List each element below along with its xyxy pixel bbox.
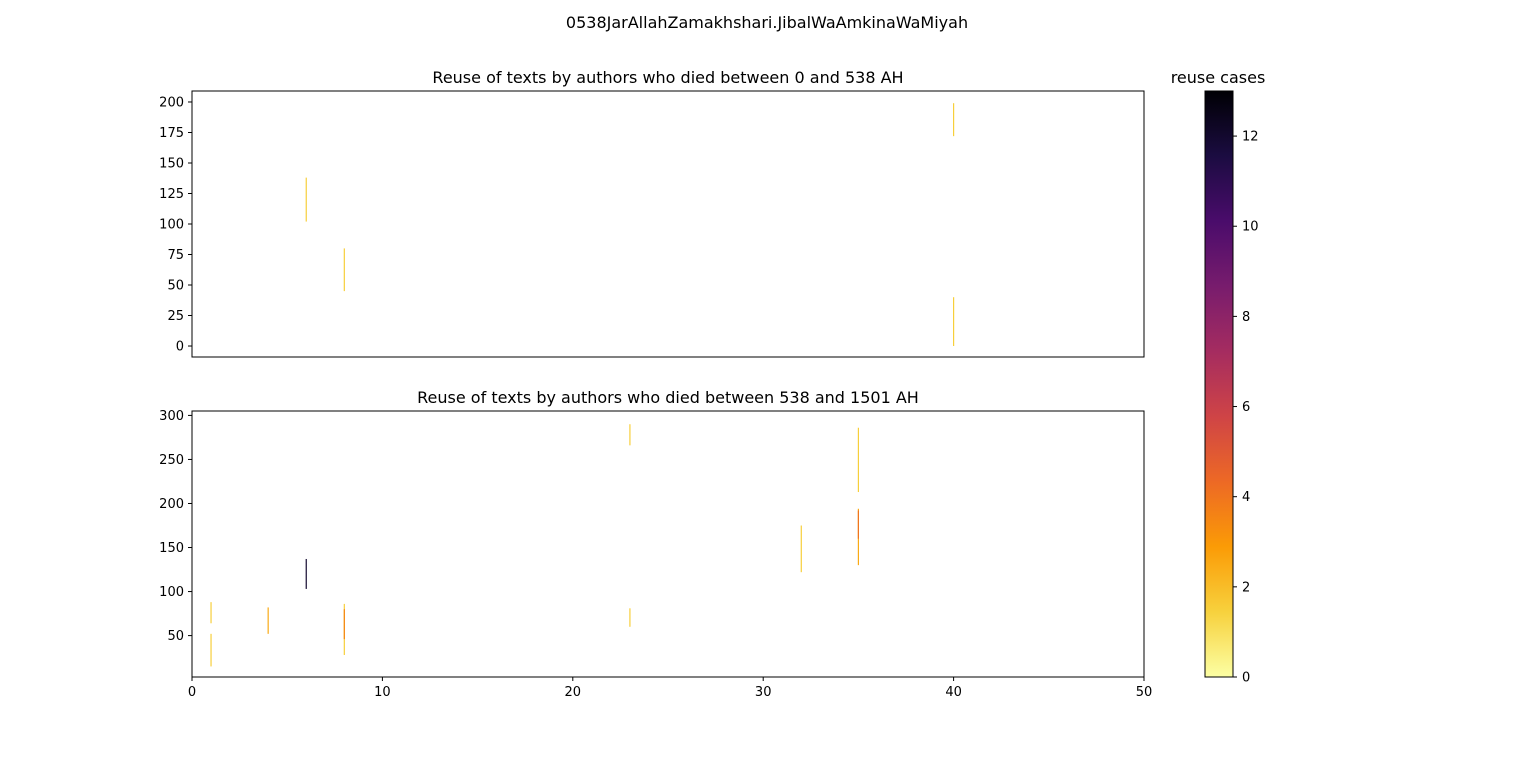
colorbar-tick-label: 2	[1242, 580, 1250, 595]
y-tick-label: 250	[159, 453, 184, 468]
y-tick-label: 200	[159, 497, 184, 512]
x-tick-label: 0	[188, 685, 196, 700]
y-tick-label: 150	[159, 541, 184, 556]
x-tick-label: 30	[755, 685, 772, 700]
x-tick-label: 20	[565, 685, 582, 700]
y-tick-label: 50	[167, 279, 184, 294]
x-tick-label: 40	[945, 685, 962, 700]
y-tick-label: 75	[167, 248, 184, 263]
top-panel: Reuse of texts by authors who died betwe…	[159, 68, 1145, 358]
colorbar-tick-label: 6	[1242, 400, 1250, 415]
y-tick-label: 200	[159, 95, 184, 110]
plot-area	[192, 91, 1144, 357]
colorbar-tick-label: 8	[1242, 310, 1250, 325]
y-tick-label: 125	[159, 187, 184, 202]
y-tick-label: 300	[159, 409, 184, 424]
y-tick-label: 0	[176, 340, 184, 355]
colorbar-title: reuse cases	[1171, 68, 1266, 87]
colorbar-tick-label: 10	[1242, 220, 1259, 235]
y-tick-label: 50	[167, 629, 184, 644]
y-tick-label: 100	[159, 585, 184, 600]
plot-area	[192, 411, 1144, 677]
colorbar-tick-label: 4	[1242, 490, 1250, 505]
x-tick-label: 50	[1136, 685, 1153, 700]
figure-suptitle: 0538JarAllahZamakhshari.JibalWaAmkinaWaM…	[566, 13, 968, 32]
axes-frame	[191, 410, 1145, 678]
bottom-panel: Reuse of texts by authors who died betwe…	[159, 388, 1152, 700]
colorbar-tick-label: 0	[1242, 671, 1250, 686]
colorbar: reuse cases 0 2 4 6 8 10 12	[1171, 68, 1266, 686]
colorbar-tick-label: 12	[1242, 130, 1259, 145]
x-tick-label: 10	[374, 685, 391, 700]
top-panel-title: Reuse of texts by authors who died betwe…	[432, 68, 903, 87]
y-tick-label: 150	[159, 156, 184, 171]
y-tick-label: 175	[159, 126, 184, 141]
y-tick-label: 100	[159, 218, 184, 233]
colorbar-gradient	[1204, 90, 1234, 678]
bottom-panel-title: Reuse of texts by authors who died betwe…	[417, 388, 919, 407]
y-tick-label: 25	[167, 309, 184, 324]
